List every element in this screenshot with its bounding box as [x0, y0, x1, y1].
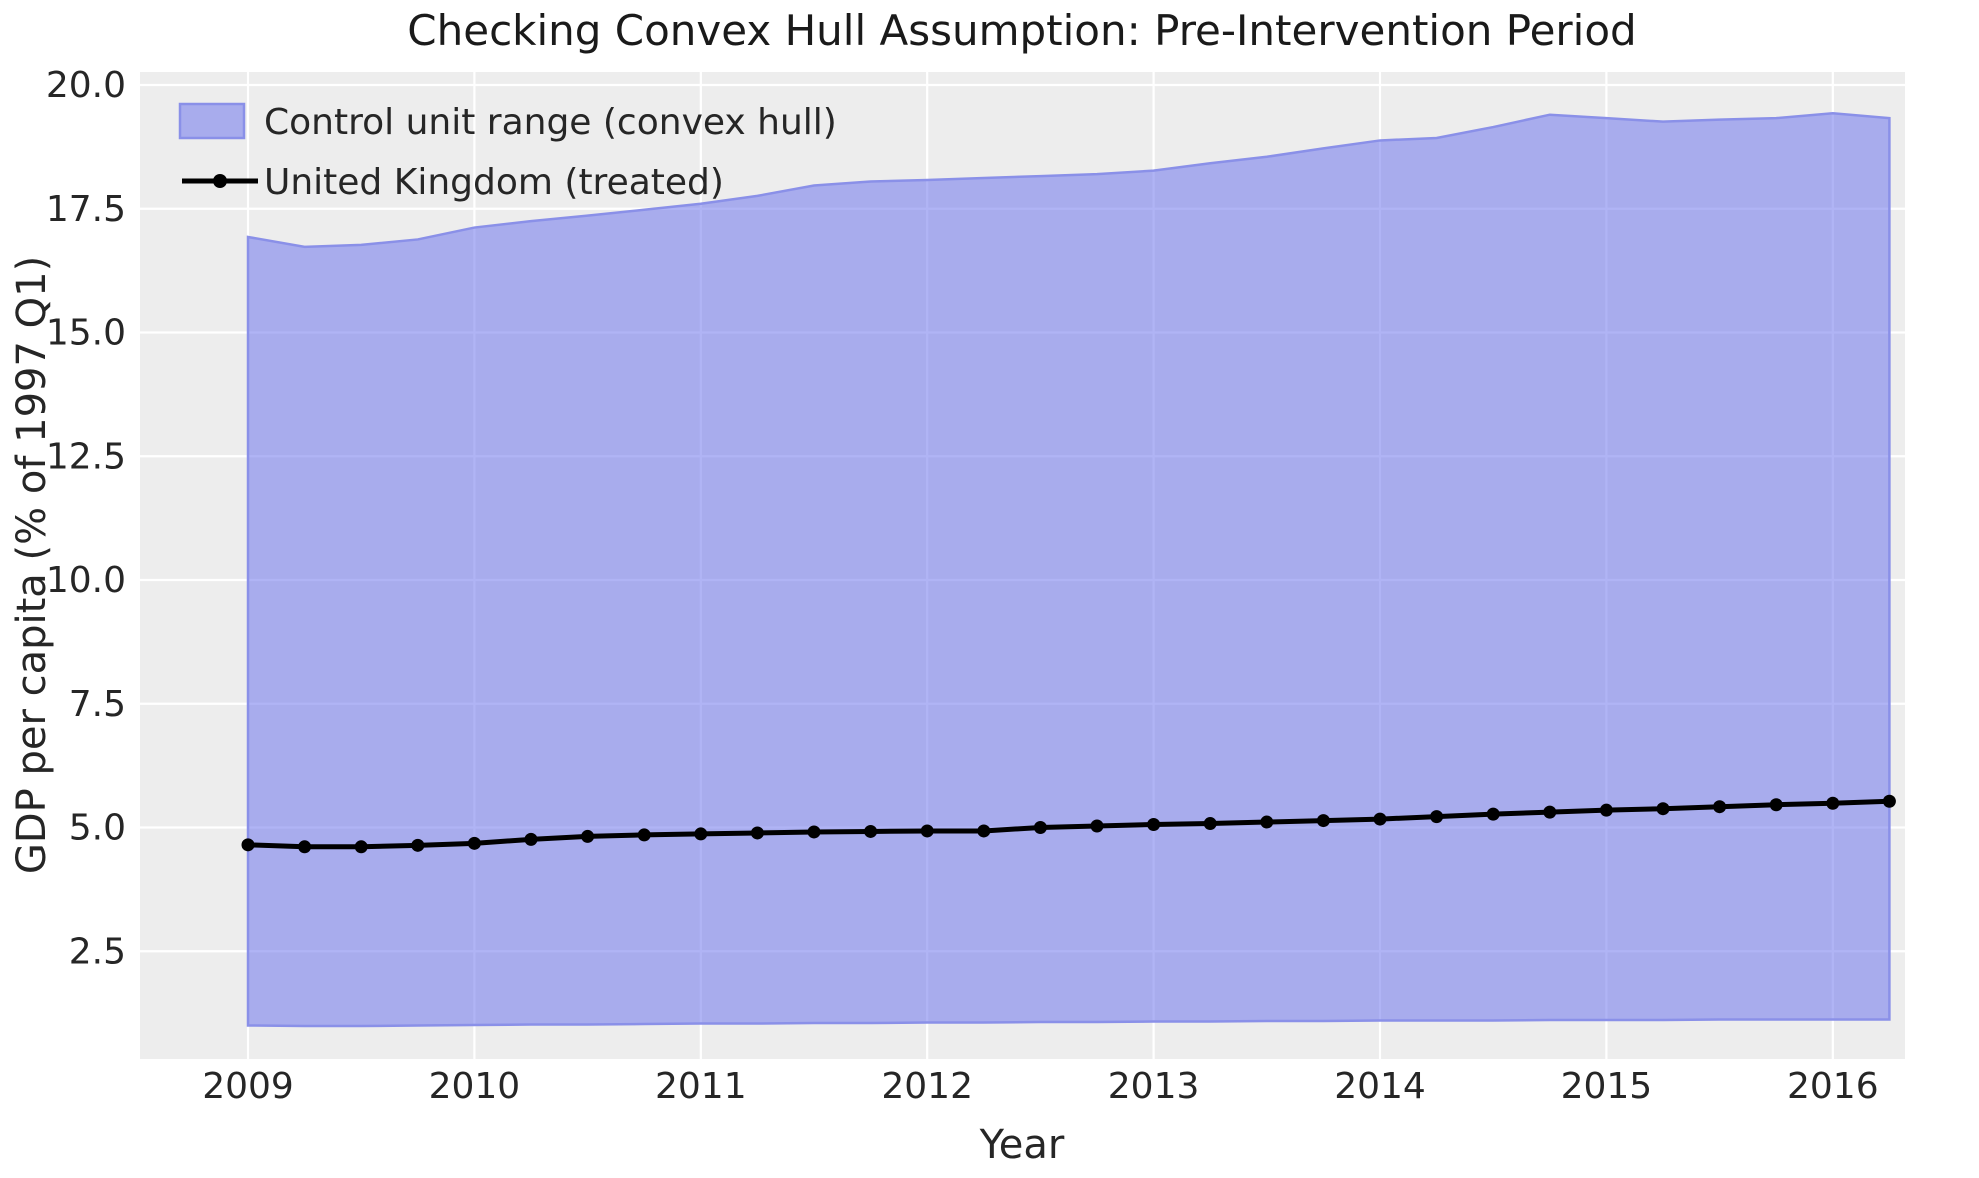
- uk-data-point: [977, 824, 991, 838]
- legend-label-uk: United Kingdom (treated): [264, 162, 724, 203]
- uk-data-point: [1882, 794, 1896, 808]
- uk-data-point: [694, 827, 708, 841]
- uk-data-point: [1260, 815, 1274, 829]
- uk-data-point: [411, 838, 425, 852]
- y-tick-label-12.5: 12.5: [46, 436, 126, 477]
- y-tick-label-2.5: 2.5: [69, 931, 126, 972]
- uk-data-point: [1316, 814, 1330, 828]
- x-tick-label-2015: 2015: [1561, 1066, 1653, 1107]
- uk-line-path: [247, 798, 1890, 850]
- x-tick-label-2014: 2014: [1334, 1066, 1426, 1107]
- x-tick-label-2016: 2016: [1787, 1066, 1879, 1107]
- legend-label-convex-hull: Control unit range (convex hull): [264, 102, 837, 143]
- uk-data-point: [467, 836, 481, 850]
- uk-data-point: [1373, 812, 1387, 826]
- x-axis-label: Year: [979, 1122, 1065, 1168]
- y-tick-label-17.5: 17.5: [46, 189, 126, 230]
- legend-swatch-convex-hull-icon: [178, 102, 246, 140]
- chart-title: Checking Convex Hull Assumption: Pre-Int…: [407, 6, 1636, 55]
- y-tick-label-7.5: 7.5: [69, 684, 126, 725]
- uk-data-point: [864, 824, 878, 838]
- x-tick-label-2013: 2013: [1108, 1066, 1200, 1107]
- uk-data-point: [1826, 796, 1840, 810]
- y-axis-label: GDP per capita (% of 1997 Q1): [9, 256, 55, 874]
- y-tick-label-5.0: 5.0: [69, 808, 126, 849]
- uk-data-point: [1656, 802, 1670, 816]
- x-tick-label-2012: 2012: [881, 1066, 973, 1107]
- x-axis-tick-labels: 2009 2010 2011 2012 2013 2014 2015 2016: [202, 1066, 1878, 1107]
- uk-line-markers: [241, 794, 1896, 854]
- uk-data-point: [1486, 807, 1500, 821]
- uk-data-point: [1713, 800, 1727, 814]
- y-tick-label-20.0: 20.0: [46, 65, 126, 106]
- uk-data-point: [920, 824, 934, 838]
- uk-data-point: [298, 840, 312, 854]
- uk-data-point: [1147, 818, 1161, 832]
- uk-data-point: [581, 829, 595, 843]
- uk-data-point: [807, 825, 821, 839]
- x-tick-label-2009: 2009: [202, 1066, 294, 1107]
- uk-data-point: [750, 826, 764, 840]
- uk-data-point: [524, 832, 538, 846]
- uk-data-point: [1769, 798, 1783, 812]
- y-tick-label-10.0: 10.0: [46, 560, 126, 601]
- uk-data-point: [1599, 803, 1613, 817]
- y-axis-tick-labels: 2.5 5.0 7.5 10.0 12.5 15.0 17.5 20.0: [46, 65, 126, 972]
- uk-data-point: [637, 828, 651, 842]
- uk-data-point: [241, 838, 255, 852]
- x-tick-label-2010: 2010: [429, 1066, 521, 1107]
- uk-data-point: [1430, 810, 1444, 824]
- legend-dot-icon: [213, 174, 227, 188]
- convex-hull-band: [246, 111, 1891, 1028]
- legend: Control unit range (convex hull) United …: [178, 102, 837, 203]
- uk-treated-line: [241, 794, 1896, 854]
- uk-data-point: [1543, 805, 1557, 819]
- y-tick-label-15.0: 15.0: [46, 313, 126, 354]
- uk-data-point: [1033, 821, 1047, 834]
- uk-data-point: [1203, 817, 1217, 831]
- convex-hull-area: [246, 111, 1891, 1028]
- x-tick-label-2011: 2011: [655, 1066, 747, 1107]
- uk-data-point: [1090, 819, 1104, 833]
- uk-data-point: [354, 840, 368, 854]
